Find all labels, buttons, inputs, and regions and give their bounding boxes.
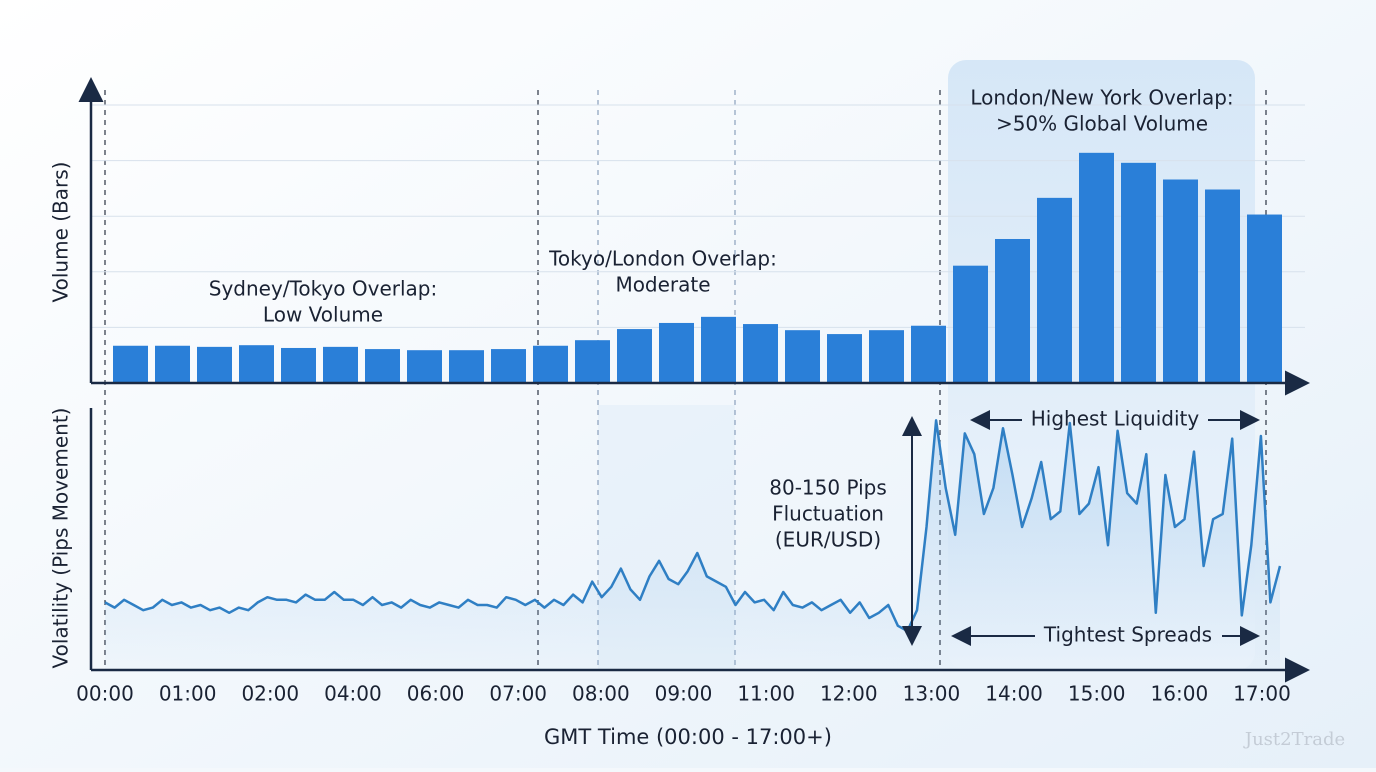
annotation-arrows xyxy=(902,410,1260,646)
x-tick-label: 08:00 xyxy=(572,682,630,706)
bar xyxy=(785,330,820,383)
bar xyxy=(365,349,400,383)
annotation: Low Volume xyxy=(263,303,383,327)
bar xyxy=(197,346,232,383)
bar xyxy=(575,340,610,383)
marks xyxy=(104,152,1282,670)
bar xyxy=(743,324,778,383)
annotation: Tokyo/London Overlap: xyxy=(548,247,777,271)
x-tick-label: 07:00 xyxy=(489,682,547,706)
x-tick-label: 06:00 xyxy=(407,682,465,706)
bar xyxy=(1121,162,1156,383)
volatility-line xyxy=(104,419,1282,633)
bar xyxy=(869,330,904,383)
annotation: (EUR/USD) xyxy=(775,528,881,552)
y-axis-label: Volume (Bars) xyxy=(49,162,73,303)
x-tick-label: 16:00 xyxy=(1151,682,1209,706)
annotation: Tightest Spreads xyxy=(1043,623,1212,647)
watermark: Just2Trade xyxy=(1243,729,1345,750)
bar xyxy=(407,350,442,383)
x-tick-label: 00:00 xyxy=(76,682,134,706)
x-tick-label: 11:00 xyxy=(737,682,795,706)
bar xyxy=(701,316,736,383)
x-tick-label: 04:00 xyxy=(324,682,382,706)
bar xyxy=(281,347,316,383)
bar xyxy=(113,345,148,383)
annotation: Sydney/Tokyo Overlap: xyxy=(209,277,438,301)
annotation: >50% Global Volume xyxy=(996,112,1208,136)
annotation: 80-150 Pips xyxy=(769,476,887,500)
y-axis-label: Volatility (Pips Movement) xyxy=(49,408,73,669)
bar xyxy=(659,322,694,383)
bar xyxy=(155,345,190,383)
x-tick-label: 14:00 xyxy=(985,682,1043,706)
bar xyxy=(1079,152,1114,383)
bar xyxy=(1163,179,1198,383)
annotation: Moderate xyxy=(615,273,710,297)
x-axis-label: GMT Time (00:00 - 17:00+) xyxy=(544,725,832,749)
x-tick-label: 12:00 xyxy=(820,682,878,706)
bar xyxy=(1247,214,1282,383)
annotation: London/New York Overlap: xyxy=(970,86,1233,110)
bar xyxy=(533,345,568,383)
annotation: Fluctuation xyxy=(772,502,884,526)
bar xyxy=(1037,197,1072,383)
x-tick-label: 13:00 xyxy=(903,682,961,706)
bar xyxy=(827,334,862,383)
x-tick-label: 15:00 xyxy=(1068,682,1126,706)
bar xyxy=(617,329,652,383)
annotation: Highest Liquidity xyxy=(1031,407,1200,431)
x-tick-label: 01:00 xyxy=(159,682,217,706)
axes xyxy=(78,77,1310,683)
bar xyxy=(449,350,484,383)
bar xyxy=(911,325,946,383)
x-tick-label: 02:00 xyxy=(241,682,299,706)
bar xyxy=(239,345,274,383)
bar xyxy=(323,346,358,383)
bar xyxy=(995,238,1030,383)
x-tick-label: 09:00 xyxy=(655,682,713,706)
bar xyxy=(1205,189,1240,383)
bar xyxy=(491,349,526,383)
bar xyxy=(953,265,988,383)
x-tick-label: 17:00 xyxy=(1233,682,1291,706)
